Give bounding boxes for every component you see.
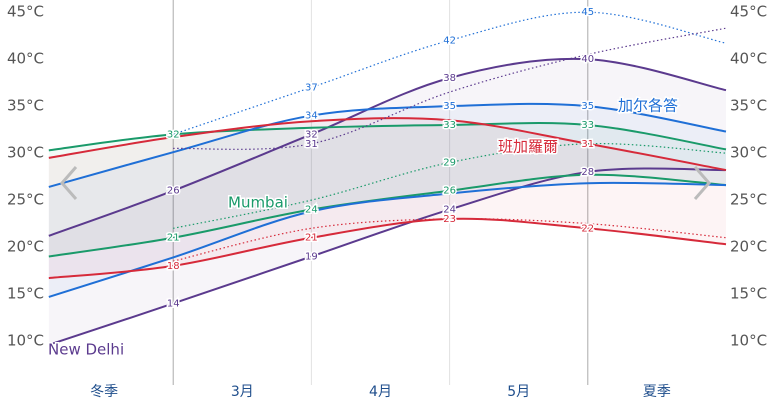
value-label: 34	[305, 111, 318, 122]
value-label: 19	[305, 251, 318, 262]
y-tick-label: 30°C	[7, 144, 44, 162]
record-label: 45	[581, 7, 594, 18]
record-line	[173, 142, 727, 229]
line-high	[48, 102, 727, 188]
city-label: 加尔各答	[618, 97, 678, 115]
value-label: 28	[581, 167, 594, 178]
value-label: 23	[443, 214, 456, 225]
value-label: 40	[581, 54, 594, 65]
value-label: 35	[581, 101, 594, 112]
value-label: 33	[443, 120, 456, 131]
x-tick-label: 冬季	[90, 384, 118, 400]
city-label: 班加羅爾	[498, 138, 558, 156]
value-label: 26	[443, 186, 456, 197]
y-tick-label-right: 15°C	[730, 285, 767, 303]
record-label: 37	[305, 82, 318, 93]
record-label: 29	[443, 158, 456, 169]
line-low	[48, 167, 727, 346]
value-label: 38	[443, 73, 456, 84]
line-low	[48, 181, 727, 298]
x-tick-label: 5月	[507, 384, 530, 400]
y-tick-label-right: 20°C	[730, 238, 767, 256]
value-label: 26	[167, 186, 180, 197]
band	[48, 123, 726, 257]
value-label: 24	[305, 205, 318, 216]
record-line	[173, 218, 727, 262]
lines	[48, 11, 727, 346]
value-label: 32	[305, 129, 318, 140]
line-high	[48, 122, 727, 152]
band	[48, 103, 726, 297]
y-tick-label: 45°C	[7, 3, 44, 21]
record-line	[173, 11, 727, 135]
city-label: New Delhi	[48, 341, 124, 359]
y-tick-label-right: 45°C	[730, 3, 767, 21]
value-label: 14	[167, 298, 180, 309]
nav-left[interactable]	[60, 166, 78, 200]
value-label: 18	[167, 261, 180, 272]
nav-right[interactable]	[693, 166, 711, 200]
value-label: 21	[305, 233, 318, 244]
record-label: 42	[443, 35, 456, 46]
y-tick-label-right: 10°C	[730, 332, 767, 350]
x-tick-label: 3月	[231, 384, 254, 400]
record-label: 31	[305, 139, 318, 150]
grid: 10°C 10°C 15°C 15°C 20°C 20°C 25°C 25°C 30°C 30°C…	[7, 0, 767, 400]
y-tick-label: 35°C	[7, 97, 44, 115]
y-tick-label-right: 35°C	[730, 97, 767, 115]
value-label: 22	[581, 223, 594, 234]
x-tick-label: 夏季	[643, 384, 671, 400]
city-label: Mumbai	[228, 194, 288, 212]
y-tick-label: 15°C	[7, 285, 44, 303]
value-label: 33	[581, 120, 594, 131]
y-tick-label-right: 25°C	[730, 191, 767, 209]
y-tick-label: 40°C	[7, 50, 44, 68]
line-high	[48, 117, 727, 172]
labels: 26 32 38 40 14 19 24 28 32 33 33 21 24 26 34 35 35 31 18 21…	[47, 6, 680, 360]
line-low	[48, 217, 727, 280]
y-tick-label-right: 40°C	[730, 50, 767, 68]
y-tick-label-right: 30°C	[730, 144, 767, 162]
value-label: 32	[167, 129, 180, 140]
x-tick-label: 4月	[369, 384, 392, 400]
value-label: 21	[167, 233, 180, 244]
y-tick-label: 20°C	[7, 238, 44, 256]
y-tick-label: 10°C	[7, 332, 44, 350]
band	[48, 58, 726, 345]
value-label: 24	[443, 205, 456, 216]
line-high	[48, 57, 727, 237]
y-tick-label: 25°C	[7, 191, 44, 209]
value-label: 35	[443, 101, 456, 112]
value-label: 31	[581, 139, 594, 150]
